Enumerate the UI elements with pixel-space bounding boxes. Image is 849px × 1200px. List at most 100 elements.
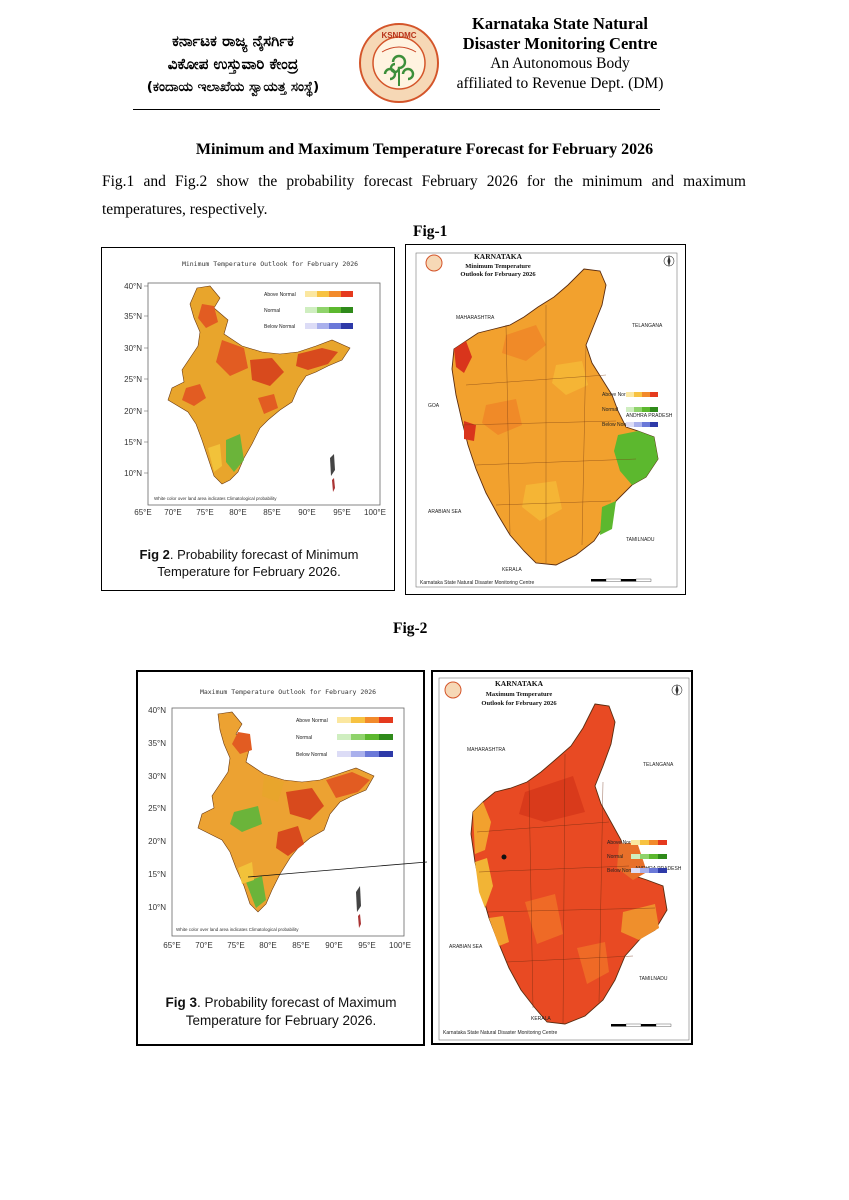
fig1-k-title-2: Minimum Temperature [465,263,531,270]
fig1-andhra-label: ANDHRA PRADESH [626,413,673,419]
fig1-lon-65: 65°E [134,508,151,517]
fig2-k-legend-below: Below Normal [607,868,638,874]
fig2-credit: Karnataka State Natural Disaster Monitor… [443,1030,557,1036]
fig1-map-title: Minimum Temperature Outlook for February… [182,260,358,268]
legend-above-label: Above Normal [264,292,296,298]
fig2-legend: Above Normal Normal Below Normal [296,717,393,758]
kannada-org-name: ಕರ್ನಾಟಕ ರಾಜ್ಯ ನೈಸರ್ಗಿಕ ವಿಕೋಪ ಉಸ್ತುವಾರಿ ಕ… [108,30,358,99]
fig1-scale-bar [591,578,652,582]
fig2-ksndmc-mini-logo [444,681,462,699]
intro-paragraph: Fig.1 and Fig.2 show the probability for… [102,173,746,218]
fig2-lon-100: 100°E [389,941,411,950]
org-line-3: An Autonomous Body [490,55,630,72]
document-title: Minimum and Maximum Temperature Forecast… [195,141,654,158]
fig1-goa-label: GOA [428,403,440,409]
logo-text: KSNDMC [381,31,416,40]
kannada-line-3: (ಕಂದಾಯ ಇಲಾಖೆಯ ಸ್ವಾಯತ್ತ ಸಂಸ್ಥೆ) [146,79,320,95]
fig1-lon-95: 95°E [333,508,350,517]
fig1-lat-25: 25°N [124,375,142,384]
fig2-scale-bar [611,1023,672,1027]
fig2-k-title-1: KARNATAKA [495,679,544,688]
fig1-caption-bold: Fig 2 [139,547,170,562]
fig1-k-legend-above: Above Normal [602,392,634,398]
fig1-legend: Above Normal Normal Below Normal [264,291,353,330]
fig1-karnataka-map: KARNATAKA Minimum Temperature Outlook fo… [415,252,678,588]
fig2-legend-above-label: Above Normal [296,718,328,724]
fig1-compass-icon [663,255,675,267]
fig2-k-legend-normal: Normal [607,854,623,860]
fig1-lon-80: 80°E [229,508,246,517]
fig2-caption-rest: . Probability forecast of Maximum Temper… [185,995,397,1028]
ksndmc-logo: KSNDMC [358,22,440,104]
fig2-k-legend: Above Normal Normal Below Normal [607,840,667,874]
fig2-india-panel: Maximum Temperature Outlook for February… [136,670,427,1046]
fig2-arabian-sea-label: ARABIAN SEA [449,944,483,950]
fig1-lon-85: 85°E [263,508,280,517]
org-line-4: affiliated to Revenue Dept. (DM) [456,75,664,92]
fig2-pointer-dot [501,854,507,860]
fig2-k-legend-above: Above Normal [607,840,639,846]
fig2-lon-65: 65°E [163,941,180,950]
fig2-lat-20: 20°N [148,837,166,846]
fig2-lon-70: 70°E [195,941,212,950]
fig2-lon-85: 85°E [292,941,309,950]
fig2-pointer-line [247,861,427,878]
fig2-lat-15: 15°N [148,870,166,879]
fig2-telangana-label: TELANGANA [643,762,674,768]
fig2-compass-icon [671,684,683,696]
fig1-lat-30: 30°N [124,344,142,353]
fig1-india-map: Minimum Temperature Outlook for February… [124,260,386,517]
fig1-ksndmc-mini-logo [425,254,443,272]
fig1-k-title-3: Outlook for February 2026 [460,271,536,278]
fig2-lat-40: 40°N [148,706,166,715]
fig2-map-note: White color over land area indicates Cli… [176,927,299,932]
fig1-lon-100: 100°E [364,508,386,517]
fig2-karnataka-map: KARNATAKA Maximum Temperature Outlook fo… [438,677,690,1041]
fig2-kerala-label: KERALA [531,1016,551,1022]
fig1-lon-75: 75°E [196,508,213,517]
fig1-caption: Fig 2. Probability forecast of Minimum T… [112,546,386,580]
fig2-india-map: Maximum Temperature Outlook for February… [148,688,427,950]
fig2-map-title: Maximum Temperature Outlook for February… [200,688,376,696]
fig2-lon-90: 90°E [325,941,342,950]
legend-below-label: Below Normal [264,324,295,330]
fig2-lat-10: 10°N [148,903,166,912]
fig2-caption: Fig 3. Probability forecast of Maximum T… [150,994,412,1030]
fig2-tamilnadu-label: TAMILNADU [639,976,668,982]
header-divider [133,109,660,110]
fig1-lon-90: 90°E [298,508,315,517]
org-line-1: Karnataka State Natural [472,14,648,33]
fig2-label: Fig-2 [393,620,428,637]
org-line-2: Disaster Monitoring Centre [462,34,658,53]
fig1-label: Fig-1 [413,223,448,240]
fig1-k-legend: Above Normal Normal Below Normal [602,392,658,428]
fig1-map-note: White color over land area indicates Cli… [154,496,277,501]
fig1-lat-20: 20°N [124,407,142,416]
fig1-credit: Karnataka State Natural Disaster Monitor… [420,580,534,586]
fig2-lon-80: 80°E [259,941,276,950]
fig1-india-panel: Minimum Temperature Outlook for February… [101,247,395,591]
fig1-tamilnadu-label: TAMILNADU [626,537,655,543]
legend-normal-label: Normal [264,308,280,314]
fig1-lat-40: 40°N [124,282,142,291]
fig2-karnataka-panel: KARNATAKA Maximum Temperature Outlook fo… [431,670,693,1045]
fig2-legend-below-label: Below Normal [296,752,327,758]
kannada-line-2: ವಿಕೋಪ ಉಸ್ತುವಾರಿ ಕೇಂದ್ರ [167,55,299,73]
org-name-english: Karnataka State Natural Disaster Monitor… [444,14,676,94]
fig1-lon-70: 70°E [164,508,181,517]
kannada-line-1: ಕರ್ನಾಟಕ ರಾಜ್ಯ ನೈಸರ್ಗಿಕ [172,32,294,50]
fig2-lon-95: 95°E [358,941,375,950]
fig1-kerala-label: KERALA [502,567,522,573]
fig1-lat-35: 35°N [124,312,142,321]
fig2-caption-bold: Fig 3 [165,995,197,1010]
fig1-lat-15: 15°N [124,438,142,447]
fig1-maharashtra-label: MAHARASHTRA [456,315,495,321]
fig2-lat-35: 35°N [148,739,166,748]
fig1-k-legend-below: Below Normal [602,422,633,428]
fig1-k-legend-normal: Normal [602,407,618,413]
fig2-legend-normal-label: Normal [296,735,312,741]
fig1-k-title-1: KARNATAKA [474,252,523,261]
fig2-lat-25: 25°N [148,804,166,813]
fig1-arabian-sea-label: ARABIAN SEA [428,509,462,515]
fig2-k-title-2: Maximum Temperature [486,691,553,698]
